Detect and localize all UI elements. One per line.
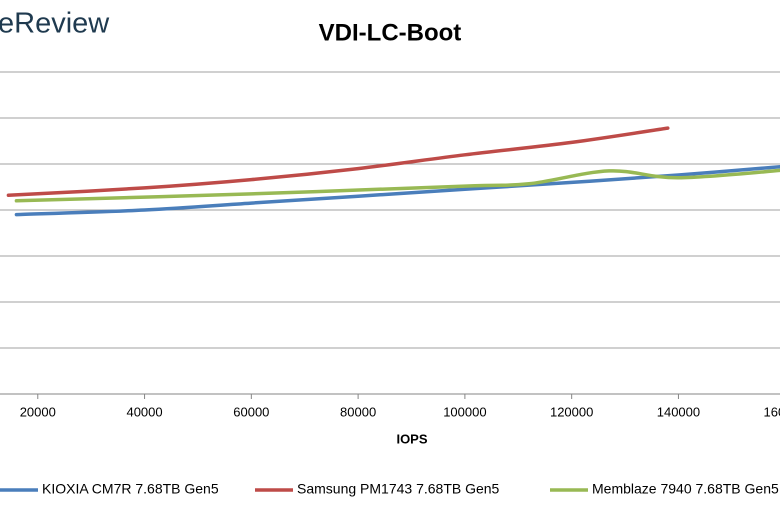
brand-logo: eReview (0, 8, 110, 40)
x-axis-label: IOPS (396, 431, 427, 446)
x-tick-label: 20000 (20, 404, 56, 419)
x-tick-label: 40000 (126, 404, 162, 419)
x-tick-label: 140000 (657, 404, 700, 419)
x-tick-label: 120000 (550, 404, 593, 419)
x-tick-label: 80000 (340, 404, 376, 419)
chart-title: VDI-LC-Boot (319, 19, 462, 46)
x-tick-label: 100000 (443, 404, 486, 419)
legend-label: KIOXIA CM7R 7.68TB Gen5 (42, 481, 219, 497)
legend-label: Samsung PM1743 7.68TB Gen5 (297, 481, 500, 497)
legend-label: Memblaze 7940 7.68TB Gen5 (592, 481, 779, 497)
x-tick-label: 160000 (764, 404, 780, 419)
x-tick-label: 60000 (233, 404, 269, 419)
series-line (6, 126, 670, 198)
series-line (14, 168, 780, 203)
